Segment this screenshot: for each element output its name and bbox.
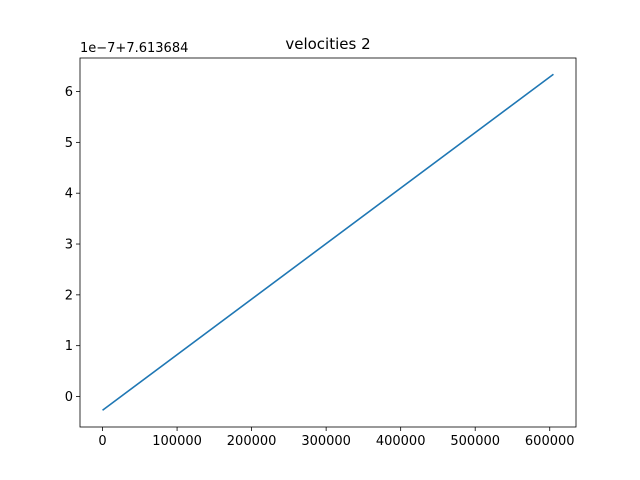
x-tick-label: 600000 bbox=[525, 434, 575, 449]
y-tick-label: 6 bbox=[65, 85, 73, 100]
x-axis-ticks: 0 100000 200000 300000 400000 500000 600000 bbox=[98, 427, 575, 449]
chart-title: velocities 2 bbox=[285, 35, 370, 53]
series-group bbox=[102, 73, 554, 411]
y-tick-label: 3 bbox=[65, 238, 73, 253]
x-tick-label: 0 bbox=[98, 434, 106, 449]
y-tick-label: 1 bbox=[65, 339, 73, 354]
y-tick-label: 0 bbox=[65, 390, 73, 405]
series-line bbox=[102, 73, 554, 411]
y-tick-label: 5 bbox=[65, 136, 73, 151]
x-tick-label: 500000 bbox=[450, 434, 500, 449]
y-axis-offset-label: 1e−7+7.613684 bbox=[80, 41, 188, 56]
y-tick-label: 2 bbox=[65, 288, 73, 303]
plot-area-frame bbox=[79, 57, 577, 428]
y-tick-label: 4 bbox=[65, 187, 73, 202]
x-tick-label: 200000 bbox=[227, 434, 277, 449]
x-tick-label: 100000 bbox=[152, 434, 202, 449]
y-axis-ticks: 0 1 2 3 4 5 6 bbox=[65, 85, 80, 405]
x-tick-label: 400000 bbox=[376, 434, 426, 449]
x-tick-label: 300000 bbox=[301, 434, 351, 449]
